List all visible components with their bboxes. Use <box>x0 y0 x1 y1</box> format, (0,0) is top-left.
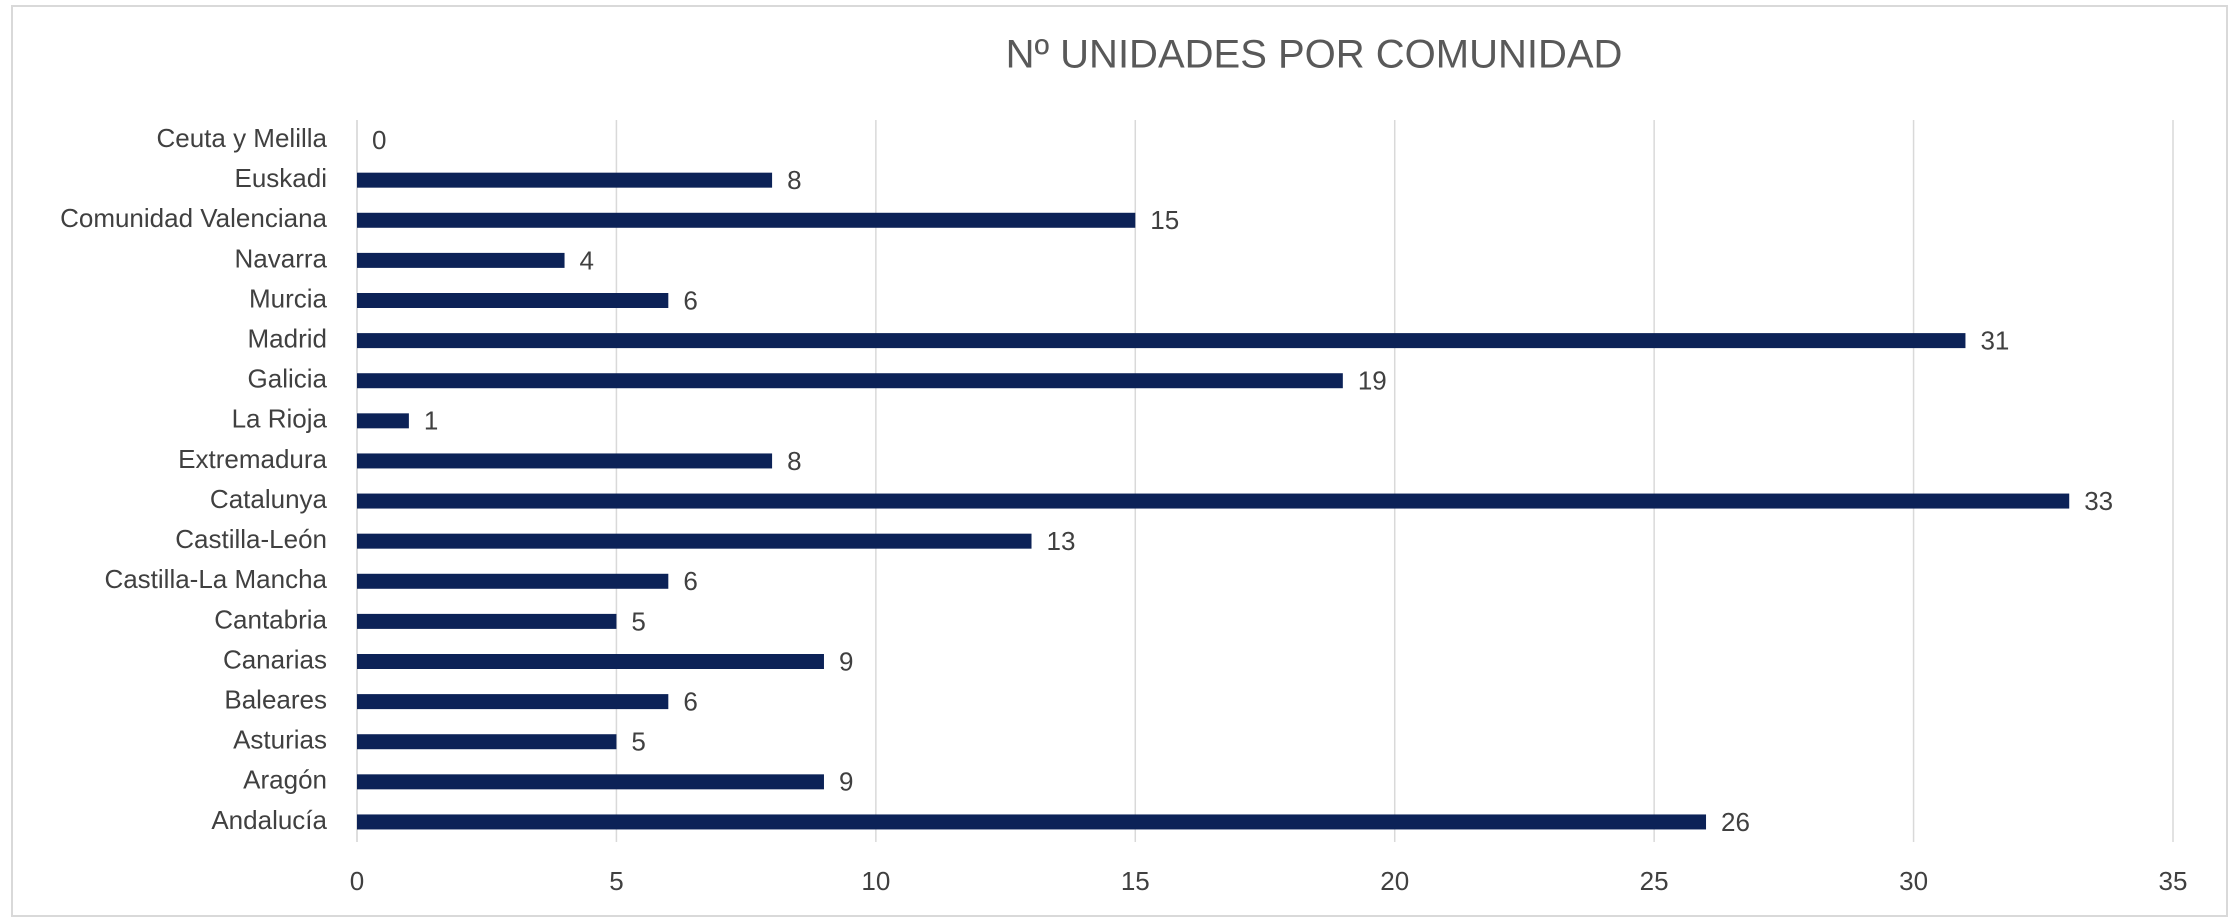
y-tick-label: Extremadura <box>178 444 327 474</box>
bar <box>357 573 669 589</box>
bar <box>357 493 2070 509</box>
bar <box>357 533 1032 549</box>
data-label: 33 <box>2084 486 2113 516</box>
data-label: 26 <box>1721 807 1750 837</box>
y-tick-label: Cantabria <box>214 604 327 634</box>
data-label: 0 <box>372 125 386 155</box>
x-tick-label: 15 <box>1121 866 1150 896</box>
y-tick-label: Catalunya <box>210 484 328 514</box>
data-label: 5 <box>631 606 645 636</box>
bar <box>357 172 773 188</box>
data-label: 15 <box>1150 205 1179 235</box>
data-label: 9 <box>839 767 853 797</box>
bar <box>357 734 617 750</box>
data-label: 31 <box>1980 325 2009 355</box>
data-label: 19 <box>1358 366 1387 396</box>
y-tick-label: Murcia <box>249 283 328 313</box>
bar <box>357 613 617 629</box>
y-tick-label: Baleares <box>224 684 327 714</box>
y-tick-label: Canarias <box>223 644 327 674</box>
x-tick-label: 30 <box>1899 866 1928 896</box>
bar <box>357 212 1136 228</box>
bar <box>357 654 824 669</box>
data-label: 13 <box>1047 526 1076 556</box>
data-label: 6 <box>683 566 697 596</box>
bar <box>357 413 409 429</box>
y-tick-label: Madrid <box>248 323 327 353</box>
x-tick-label: 20 <box>1380 866 1409 896</box>
bar <box>357 373 1343 389</box>
y-tick-label: Aragón <box>243 765 327 795</box>
bar <box>357 453 773 469</box>
y-tick-label: Castilla-León <box>175 524 327 554</box>
x-tick-label: 0 <box>350 866 364 896</box>
data-label: 6 <box>683 285 697 315</box>
y-tick-label: Galicia <box>248 364 328 394</box>
y-tick-label: Castilla-La Mancha <box>104 564 327 594</box>
y-tick-label: La Rioja <box>232 404 328 434</box>
bar <box>357 694 669 710</box>
bar <box>357 333 1966 349</box>
data-label: 6 <box>683 686 697 716</box>
data-label: 4 <box>580 245 594 275</box>
data-label: 9 <box>839 646 853 676</box>
x-tick-label: 35 <box>2159 866 2188 896</box>
chart-title: Nº UNIDADES POR COMUNIDAD <box>1006 33 1623 77</box>
x-tick-label: 5 <box>609 866 623 896</box>
bar <box>357 814 1707 830</box>
y-tick-label: Andalucía <box>211 805 327 835</box>
data-label: 1 <box>424 406 438 436</box>
y-tick-label: Euskadi <box>235 163 328 193</box>
chart-frame <box>11 5 2228 917</box>
y-tick-label: Comunidad Valenciana <box>60 203 327 233</box>
x-tick-label: 25 <box>1640 866 1669 896</box>
bar <box>357 252 565 268</box>
x-tick-label: 10 <box>861 866 890 896</box>
y-tick-label: Ceuta y Melilla <box>156 123 327 153</box>
bar <box>357 774 824 790</box>
data-label: 5 <box>631 727 645 757</box>
y-tick-label: Asturias <box>233 725 327 755</box>
y-tick-label: Navarra <box>235 243 328 273</box>
data-label: 8 <box>787 446 801 476</box>
bar <box>357 293 669 308</box>
data-label: 8 <box>787 165 801 195</box>
